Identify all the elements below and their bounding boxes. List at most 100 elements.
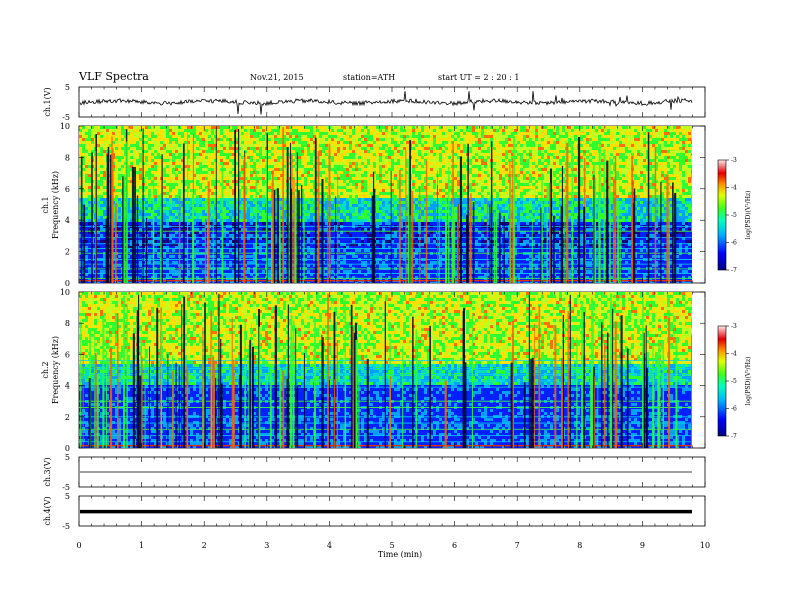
spectrogram-cell xyxy=(250,171,253,174)
spectrogram-cell xyxy=(256,165,259,168)
spectrogram-cell xyxy=(160,153,163,156)
spectrogram-cell xyxy=(226,171,229,174)
spectrogram-cell xyxy=(79,147,82,150)
spectrogram-cell xyxy=(349,276,352,279)
spectrogram-cell xyxy=(220,270,223,273)
spectrogram-cell xyxy=(304,216,307,219)
spectrogram-cell xyxy=(355,159,358,162)
spectrogram-cell xyxy=(211,129,214,132)
spectrogram-cell xyxy=(343,216,346,219)
spectrogram-cell xyxy=(163,264,166,267)
spectrogram-cell xyxy=(253,246,256,249)
spectrogram-cell xyxy=(253,240,256,243)
spectrogram-cell xyxy=(295,147,298,150)
spectrogram-cell xyxy=(262,255,265,258)
spectrogram-cell xyxy=(205,153,208,156)
spectrogram-cell xyxy=(337,129,340,132)
spectrogram-cell xyxy=(217,264,220,267)
spectrogram-cell xyxy=(295,126,298,129)
spectrogram-cell xyxy=(202,144,205,147)
spectrogram-cell xyxy=(88,231,91,234)
spectrogram-cell xyxy=(241,246,244,249)
spectrogram-cell xyxy=(103,261,106,264)
spectrogram-cell xyxy=(262,246,265,249)
spectrogram-cell xyxy=(220,219,223,222)
spectrogram-cell xyxy=(205,270,208,273)
spectrogram-cell xyxy=(121,138,124,141)
spectrogram-cell xyxy=(160,147,163,150)
spectrogram-cell xyxy=(172,150,175,153)
spectrogram-cell xyxy=(157,159,160,162)
spectrogram-cell xyxy=(331,222,334,225)
spectrogram-cell xyxy=(274,147,277,150)
spectrogram-cell xyxy=(226,162,229,165)
spectrogram-cell xyxy=(88,126,91,129)
spectrogram-cell xyxy=(208,174,211,177)
spectrogram-cell xyxy=(202,204,205,207)
spectrogram-cell xyxy=(220,216,223,219)
spectrogram-cell xyxy=(298,159,301,162)
spectrogram-cell xyxy=(307,156,310,159)
spectrogram-cell xyxy=(115,183,118,186)
spectrogram-cell xyxy=(199,138,202,141)
spectrogram-cell xyxy=(313,282,316,283)
spectrogram-cell xyxy=(319,231,322,234)
spectrogram-cell xyxy=(205,198,208,201)
spectrogram-cell xyxy=(130,141,133,144)
spectrogram-cell xyxy=(97,156,100,159)
spectrogram-cell xyxy=(85,174,88,177)
spectrogram-cell xyxy=(355,162,358,165)
spectrogram-cell xyxy=(274,135,277,138)
spectrogram-cell xyxy=(238,174,241,177)
spectrogram-cell xyxy=(148,189,151,192)
spectrogram-cell xyxy=(139,171,142,174)
spectrogram-cell xyxy=(241,183,244,186)
spectrogram-cell xyxy=(154,228,157,231)
spectrogram-cell xyxy=(169,168,172,171)
spectrogram-cell xyxy=(358,183,361,186)
spectrogram-cell xyxy=(355,261,358,264)
spectrogram-cell xyxy=(184,153,187,156)
spectrogram-cell xyxy=(136,153,139,156)
spectrogram-cell xyxy=(301,177,304,180)
spectrogram-cell xyxy=(331,129,334,132)
spectrogram-cell xyxy=(325,255,328,258)
spectrogram-cell xyxy=(250,246,253,249)
spectrogram-cell xyxy=(148,234,151,237)
spectrogram-cell xyxy=(145,171,148,174)
spectrogram-cell xyxy=(124,144,127,147)
spectrogram-cell xyxy=(175,246,178,249)
spectrogram-cell xyxy=(181,159,184,162)
spectrogram-cell xyxy=(352,246,355,249)
spectrogram-cell xyxy=(157,126,160,129)
spectrogram-cell xyxy=(169,276,172,279)
spectrogram-cell xyxy=(304,261,307,264)
spectrogram-cell xyxy=(283,174,286,177)
spectrogram-cell xyxy=(85,207,88,210)
spectrogram-cell xyxy=(259,231,262,234)
spectrogram-cell xyxy=(220,162,223,165)
spectrogram-cell xyxy=(154,201,157,204)
spectrogram-cell xyxy=(169,243,172,246)
spectrogram-cell xyxy=(163,150,166,153)
spectrogram-cell xyxy=(343,177,346,180)
spectrogram-cell xyxy=(331,132,334,135)
spectrogram-cell xyxy=(151,234,154,237)
spectrogram-cell xyxy=(124,243,127,246)
spectrogram-cell xyxy=(229,198,232,201)
spectrogram-cell xyxy=(307,150,310,153)
spectrogram-cell xyxy=(262,222,265,225)
spectrogram-cell xyxy=(256,132,259,135)
spectrogram-cell xyxy=(283,204,286,207)
spectrogram-cell xyxy=(292,153,295,156)
date-label: Nov.21, 2015 xyxy=(250,73,304,82)
spectrogram-cell xyxy=(235,264,238,267)
spectrogram-cell xyxy=(325,216,328,219)
spectrogram-cell xyxy=(187,231,190,234)
spectrogram-cell xyxy=(244,219,247,222)
spectrogram-cell xyxy=(253,273,256,276)
spectrogram-cell xyxy=(235,240,238,243)
spectrogram-cell xyxy=(157,195,160,198)
spectrogram-cell xyxy=(244,171,247,174)
spectrogram-cell xyxy=(301,144,304,147)
